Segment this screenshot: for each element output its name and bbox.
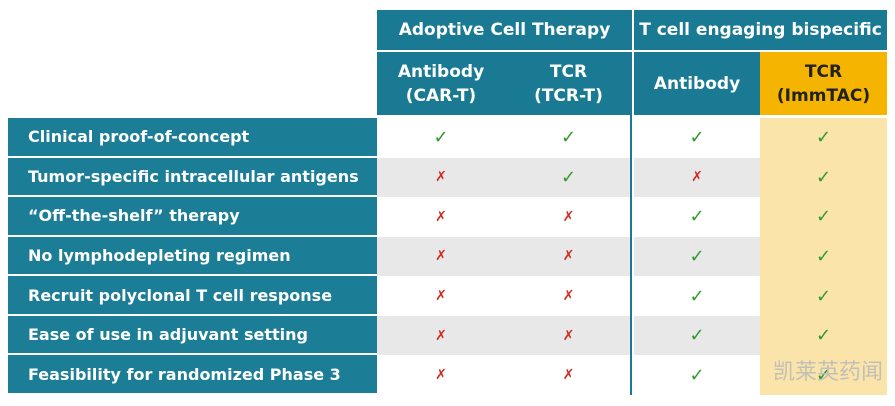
row-label: Tumor-specific intracellular antigens [8, 157, 377, 198]
column-header-line: TCR [804, 61, 843, 82]
status-cell: ✓ [377, 118, 505, 158]
status-cell: ✓ [505, 157, 632, 198]
status-cell: ✗ [634, 157, 760, 198]
status-cell: ✗ [505, 236, 632, 277]
status-cell: ✓ [760, 236, 887, 277]
status-cell: ✗ [505, 315, 632, 356]
status-cell: ✗ [377, 315, 505, 356]
status-cell: ✓ [634, 197, 760, 237]
row-label: “Off-the-shelf” therapy [8, 197, 377, 237]
status-cell: ✗ [505, 355, 632, 395]
divider [630, 52, 632, 395]
status-cell: ✓ [634, 118, 760, 158]
group-header: Adoptive Cell Therapy [377, 10, 632, 50]
row-label: Feasibility for randomized Phase 3 [8, 355, 377, 395]
status-cell: ✗ [505, 276, 632, 316]
column-header: TCR (ImmTAC) [760, 52, 887, 115]
row-label: No lymphodepleting regimen [8, 236, 377, 277]
column-header-line: Antibody [653, 73, 741, 94]
status-cell: ✓ [760, 157, 887, 198]
column-header-line: (ImmTAC) [776, 85, 871, 106]
column-header: Antibody (CAR-T) [377, 52, 505, 115]
status-cell: ✗ [377, 276, 505, 316]
column-header: TCR (TCR-T) [505, 52, 632, 115]
row-label: Ease of use in adjuvant setting [8, 315, 377, 356]
status-cell: ✓ [760, 315, 887, 356]
status-cell: ✓ [505, 118, 632, 158]
row-label: Clinical proof-of-concept [8, 118, 377, 158]
status-cell: ✗ [377, 197, 505, 237]
status-cell: ✓ [760, 197, 887, 237]
column-header-line: (CAR-T) [405, 85, 477, 106]
status-cell: ✓ [634, 355, 760, 395]
status-cell: ✓ [634, 315, 760, 356]
group-header: T cell engaging bispecific [634, 10, 887, 50]
row-label: Recruit polyclonal T cell response [8, 276, 377, 316]
column-header-line: Antibody [397, 61, 485, 82]
status-cell: ✓ [760, 355, 887, 395]
status-cell: ✗ [377, 236, 505, 277]
status-cell: ✓ [634, 236, 760, 277]
status-cell: ✗ [377, 157, 505, 198]
column-header-line: TCR [549, 61, 588, 82]
column-header: Antibody [634, 52, 760, 115]
column-header-line: (TCR-T) [534, 85, 603, 106]
status-cell: ✓ [760, 118, 887, 158]
status-cell: ✗ [377, 355, 505, 395]
status-cell: ✗ [505, 197, 632, 237]
status-cell: ✓ [760, 276, 887, 316]
status-cell: ✓ [634, 276, 760, 316]
watermark: 凯莱英药闻 [772, 360, 883, 385]
